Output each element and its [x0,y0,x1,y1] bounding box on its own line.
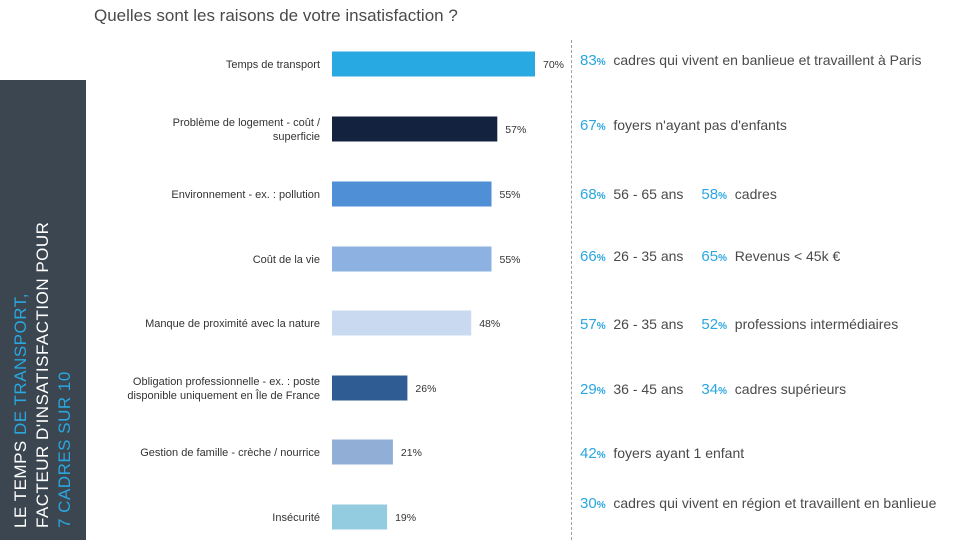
stat-percent: 66 [580,248,597,265]
stat-percent: 42 [580,445,597,462]
stat-percent: 57 [580,316,597,333]
value-label-3: 55% [500,189,521,201]
stat-percent-sign: % [718,386,728,397]
stat-text: cadres supérieurs [727,381,847,397]
stat-row-8: 30% cadres qui vivent en région et trava… [580,495,950,514]
value-label-1: 70% [543,59,564,71]
stat-percent: 68 [580,186,597,203]
stat-percent: 65 [701,248,719,265]
stat-percent-sign: % [718,321,728,332]
stat-text: 56 - 65 ans [605,186,684,202]
bar-7 [332,439,393,465]
stat-text: cadres [727,186,777,202]
bar-chart: 70% Temps de transport 57% Problème de loge… [127,51,564,530]
side-banner: LE TEMPS DE TRANSPORT, FACTEUR D'INSATIS… [0,80,86,540]
stat-percent-sign: % [596,191,606,202]
stat-percent: 29 [580,381,597,398]
bar-1 [332,51,535,77]
stat-percent-sign: % [596,122,606,133]
stat-percent-sign: % [596,500,606,511]
category-label-5: Manque de proximité avec la nature [145,318,320,330]
stat-percent-sign: % [718,253,728,264]
value-label-6: 26% [415,383,436,395]
stat-text: foyers ayant 1 enfant [605,445,745,461]
stat-text: cadres qui vivent en banlieue et travail… [605,52,922,68]
stat-row-7: 42% foyers ayant 1 enfant [580,445,950,464]
stat-percent: 34 [701,381,719,398]
category-label-6: Obligation professionnelle - ex. : poste… [127,376,320,402]
category-label-4: Coût de la vie [253,254,320,266]
category-label-3: Environnement - ex. : pollution [171,189,320,201]
stat-row-2: 67% foyers n'ayant pas d'enfants [580,117,950,136]
category-label-7: Gestion de famille - crèche / nourrice [140,447,320,459]
chart-title: Quelles sont les raisons de votre insati… [94,6,458,25]
stat-percent-sign: % [596,321,606,332]
stat-percent-sign: % [596,253,606,264]
stat-text: Revenus < 45k € [727,248,841,264]
value-label-4: 55% [500,254,521,266]
value-label-2: 57% [505,124,526,136]
bar-3 [332,181,492,207]
value-label-5: 48% [479,318,500,330]
value-label-7: 21% [401,447,422,459]
bar-4 [332,246,492,272]
stat-text: 36 - 45 ans [605,381,684,397]
category-label-1: Temps de transport [226,59,320,71]
stat-row-1: 83% cadres qui vivent en banlieue et tra… [580,52,950,71]
bar-6 [332,375,408,401]
stat-percent: 83 [580,52,597,69]
bar-5 [332,310,472,336]
stat-percent-sign: % [596,57,606,68]
banner-top-space [0,0,86,80]
stat-text: 26 - 35 ans [605,248,684,264]
stat-percent: 30 [580,495,597,512]
stat-percent: 52 [701,316,719,333]
category-label-2: Problème de logement - coût / superficie [173,117,321,143]
bar-8 [332,504,388,530]
stat-percent: 58 [701,186,719,203]
stat-text: cadres qui vivent en région et travaille… [605,495,937,511]
stat-row-5: 57% 26 - 35 ans 52% professions intermédi… [580,316,950,335]
stat-text: professions intermédiaires [727,316,899,332]
stat-percent: 67 [580,117,597,134]
stat-row-3: 68% 56 - 65 ans 58% cadres [580,186,950,205]
stat-text: 26 - 35 ans [605,316,684,332]
stat-text: foyers n'ayant pas d'enfants [605,117,787,133]
bar-2 [332,116,498,142]
divider-line [571,40,572,540]
stat-percent-sign: % [596,386,606,397]
stat-row-6: 29% 36 - 45 ans 34% cadres supérieurs [580,381,950,400]
stat-percent-sign: % [596,450,606,461]
value-label-8: 19% [395,512,416,524]
stat-row-4: 66% 26 - 35 ans 65% Revenus < 45k € [580,248,950,267]
stat-percent-sign: % [718,191,728,202]
category-label-8: Insécurité [272,512,320,524]
